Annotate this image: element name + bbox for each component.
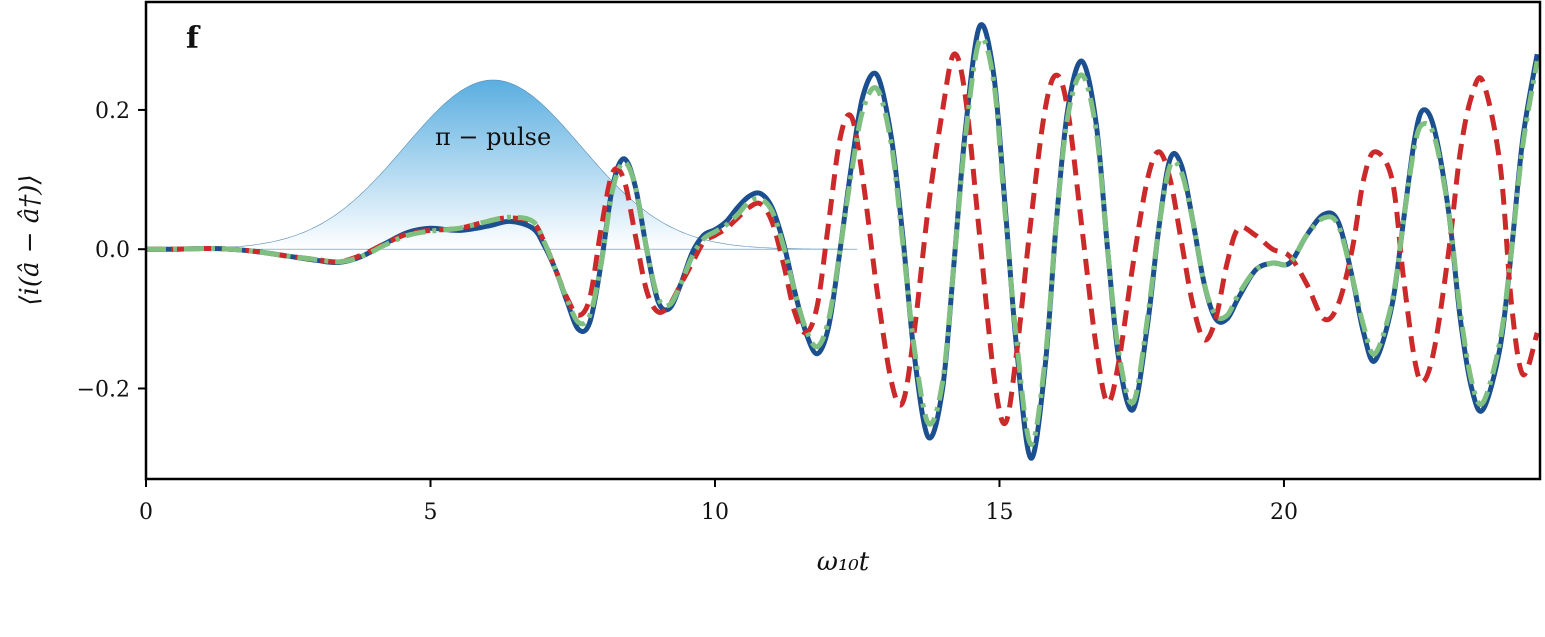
- y-axis-ticks: 0.2 0.0 −0.2: [77, 99, 146, 402]
- series-line-dashed: [146, 51, 1540, 426]
- y-tick-label: −0.2: [77, 377, 130, 402]
- x-axis-label: ω₁₀t: [817, 547, 870, 577]
- y-tick-label: 0.0: [95, 238, 130, 263]
- x-tick-label: 5: [423, 500, 437, 525]
- x-tick-label: 15: [985, 500, 1013, 525]
- pulse-envelope: [146, 79, 858, 250]
- plot-frame: [144, 0, 1542, 481]
- y-tick-label: 0.2: [95, 99, 130, 124]
- x-tick-label: 0: [139, 500, 153, 525]
- panel-label: f: [186, 21, 201, 56]
- pulse-annotation: π − pulse: [435, 123, 551, 151]
- x-tick-label: 10: [701, 500, 729, 525]
- plot-area: [144, 0, 1542, 481]
- series-layer: [146, 22, 1540, 461]
- y-axis-label: ⟨i(â − â†)⟩: [15, 174, 45, 305]
- x-axis-ticks: 0 5 10 15 20: [139, 479, 1298, 525]
- x-tick-label: 20: [1270, 500, 1298, 525]
